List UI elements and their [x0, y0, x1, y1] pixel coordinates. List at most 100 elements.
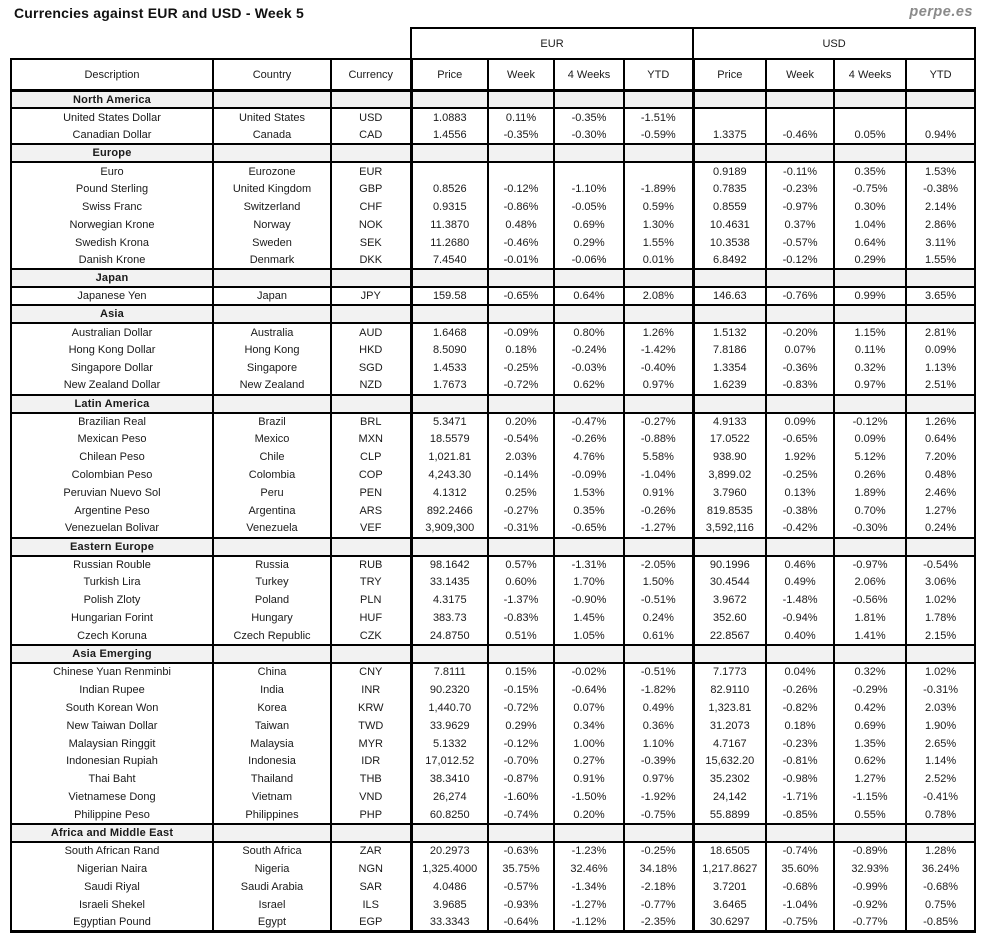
table-row: Pound Sterling United Kingdom GBP 0.8526 -0.…	[10, 179, 977, 198]
usd-price-cell: 10.4631	[691, 215, 768, 234]
eur-week-cell: -0.74%	[487, 806, 556, 825]
country-cell: Turkey	[212, 573, 332, 592]
currency-code-cell: TWD	[329, 716, 413, 735]
currency-code-cell: CNY	[329, 663, 413, 681]
description-cell: Saudi Riyal	[10, 877, 214, 896]
usd-price-cell: 3.9672	[691, 591, 768, 610]
usd-price-cell: 352.60	[691, 609, 768, 628]
usd-4weeks-cell: 0.26%	[833, 466, 908, 485]
usd-ytd-cell: 1.53%	[905, 162, 977, 180]
usd-price-cell: 1.3375	[691, 126, 768, 145]
eur-ytd-cell: 0.01%	[623, 251, 695, 270]
usd-week-cell: -0.98%	[765, 770, 836, 789]
eur-week-cell: -0.87%	[487, 770, 556, 789]
usd-4weeks-cell: -1.15%	[833, 788, 908, 807]
usd-price-cell: 6.8492	[691, 251, 768, 270]
eur-week-cell: -0.25%	[487, 358, 556, 377]
eur-week-cell: -0.72%	[487, 698, 556, 717]
usd-week-cell: -0.82%	[765, 698, 836, 717]
table-row: Russian Rouble Russia RUB 98.1642 0.57% -1.31…	[10, 555, 977, 574]
usd-4weeks-cell: -0.30%	[833, 519, 908, 538]
eur-ytd-cell: -2.05%	[623, 555, 695, 574]
description-cell: Turkish Lira	[10, 573, 214, 592]
currency-code-cell: KRW	[329, 698, 413, 717]
eur-4weeks-cell: -0.03%	[553, 358, 626, 377]
currency-code-cell: SGD	[329, 358, 413, 377]
country-cell: Australia	[212, 323, 332, 341]
usd-4weeks-cell: 0.64%	[833, 233, 908, 252]
usd-4weeks-cell: 0.09%	[833, 430, 908, 449]
eur-4weeks-cell: 1.70%	[553, 573, 626, 592]
usd-week-cell: -0.11%	[765, 162, 836, 180]
usd-week-cell: -0.81%	[765, 752, 836, 771]
description-cell: Thai Baht	[10, 770, 214, 789]
eur-week-cell: 0.48%	[487, 215, 556, 234]
table-row: South Korean Won Korea KRW 1,440.70 -0.72% 0.…	[10, 698, 977, 717]
currency-code-cell: USD	[329, 108, 413, 127]
usd-4weeks-cell: 1.89%	[833, 484, 908, 502]
usd-week-cell: 0.04%	[765, 663, 836, 681]
eur-4weeks-cell: -0.30%	[553, 126, 626, 145]
eur-4weeks-cell: 1.53%	[553, 484, 626, 502]
column-header-usd-week-cell: Week	[765, 58, 836, 92]
table-row: Saudi Riyal Saudi Arabia SAR 4.0486 -0.57% -1…	[10, 877, 977, 896]
column-header-currency-code-cell: Currency	[329, 58, 413, 92]
description-cell: Japanese Yen	[10, 287, 214, 306]
section-empty-cell	[553, 143, 626, 164]
description-cell: Argentine Peso	[10, 501, 214, 520]
usd-week-cell: 0.07%	[765, 340, 836, 359]
section-empty-cell	[487, 393, 556, 414]
eur-week-cell: -0.12%	[487, 179, 556, 198]
eur-price-cell	[409, 162, 490, 180]
section-empty-cell	[833, 644, 908, 664]
eur-week-cell: -0.09%	[487, 323, 556, 341]
currency-code-cell: SAR	[329, 877, 413, 896]
section-empty-cell	[905, 644, 977, 664]
section-row: Asia	[10, 304, 977, 325]
currency-code-cell: AUD	[329, 323, 413, 341]
description-cell: United States Dollar	[10, 108, 214, 127]
section-empty-cell	[487, 644, 556, 664]
currency-code-cell: CZK	[329, 627, 413, 646]
eur-ytd-cell: -0.27%	[623, 412, 695, 431]
section-empty-cell	[212, 536, 332, 557]
usd-price-cell: 4.7167	[691, 734, 768, 753]
eur-price-cell: 159.58	[409, 287, 490, 306]
usd-week-cell: -0.12%	[765, 251, 836, 270]
table-row: Vietnamese Dong Vietnam VND 26,274 -1.60% -1.…	[10, 788, 977, 807]
country-cell: Hong Kong	[212, 340, 332, 359]
country-cell: Korea	[212, 698, 332, 717]
section-empty-cell	[905, 304, 977, 325]
eur-week-cell: -0.93%	[487, 895, 556, 914]
usd-4weeks-cell: 1.04%	[833, 215, 908, 234]
usd-week-cell: -0.83%	[765, 376, 836, 395]
country-cell: Canada	[212, 126, 332, 145]
eur-4weeks-cell: 0.35%	[553, 501, 626, 520]
eur-ytd-cell: -1.51%	[623, 108, 695, 127]
eur-ytd-cell: -0.75%	[623, 806, 695, 825]
usd-price-cell: 31.2073	[691, 716, 768, 735]
currency-code-cell: JPY	[329, 287, 413, 306]
eur-4weeks-cell: -0.90%	[553, 591, 626, 610]
section-empty-cell	[691, 823, 768, 843]
section-empty-cell	[691, 644, 768, 664]
eur-4weeks-cell: 0.69%	[553, 215, 626, 234]
eur-week-cell: -0.63%	[487, 841, 556, 860]
section-row: Asia Emerging	[10, 644, 977, 664]
usd-4weeks-cell: 0.35%	[833, 162, 908, 180]
country-cell: United States	[212, 108, 332, 127]
section-empty-cell	[329, 644, 413, 664]
usd-4weeks-cell: 0.70%	[833, 501, 908, 520]
section-label-cell: North America	[10, 89, 214, 110]
eur-ytd-cell: -2.18%	[623, 877, 695, 896]
description-cell: South Korean Won	[10, 698, 214, 717]
currency-table: EUR USD Description Country Currency Price Wee…	[10, 27, 977, 933]
usd-ytd-cell: 2.03%	[905, 698, 977, 717]
currency-code-cell: EGP	[329, 913, 413, 933]
eur-ytd-cell: -0.51%	[623, 591, 695, 610]
currency-code-cell: IDR	[329, 752, 413, 771]
usd-4weeks-cell: 0.55%	[833, 806, 908, 825]
eur-price-cell: 26,274	[409, 788, 490, 807]
eur-price-cell: 1.6468	[409, 323, 490, 341]
